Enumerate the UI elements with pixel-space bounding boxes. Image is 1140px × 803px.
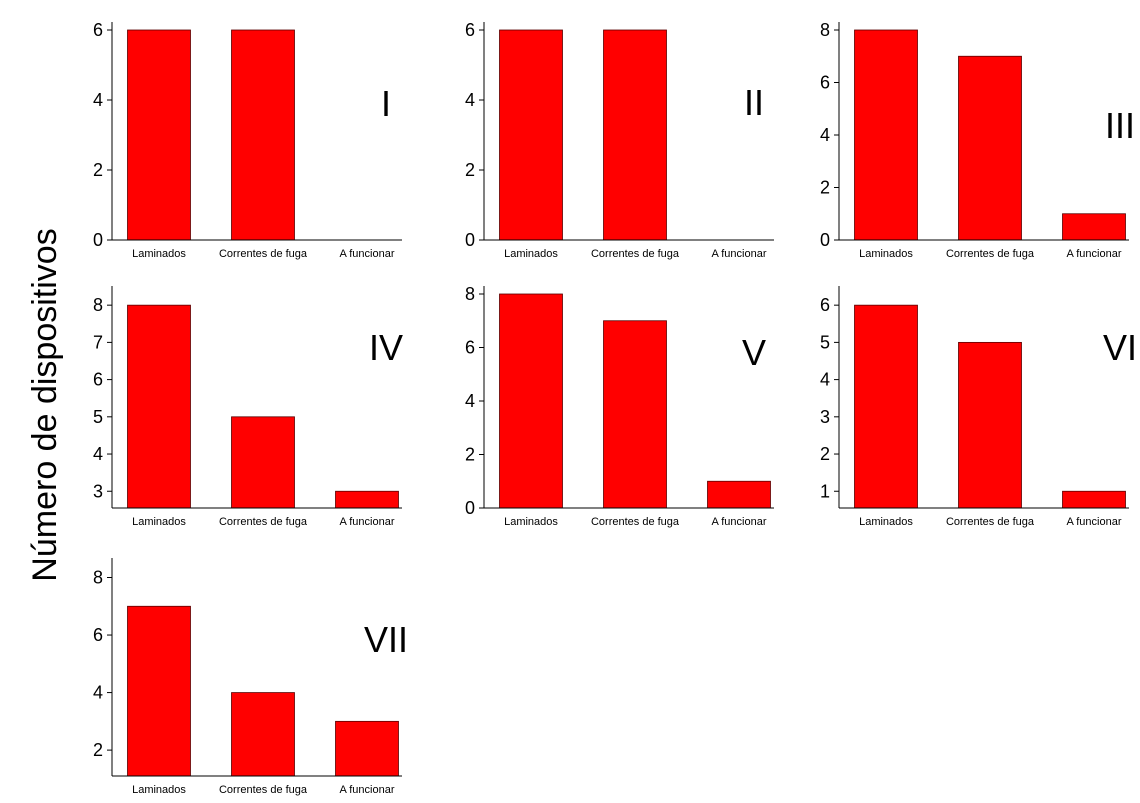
- y-tick-label: 3: [820, 407, 830, 427]
- chart-panel-3: 0 2 4 6 8 Laminados Correntes de fuga A funcion…: [820, 20, 1135, 260]
- chart-panel-6: 1 2 3 4 5 6 Laminados Correntes de fuga A funcio…: [820, 286, 1137, 528]
- y-tick-label: 4: [93, 444, 103, 464]
- y-tick-label: 4: [820, 370, 830, 390]
- x-category-label: Correntes de fuga: [946, 248, 1035, 260]
- panel-label: III: [1105, 105, 1135, 146]
- y-tick-label: 4: [93, 683, 103, 703]
- x-category-label: A funcionar: [339, 784, 394, 796]
- chart-panel-7: 2 4 6 8 Laminados Correntes de fuga A funciona…: [93, 558, 408, 796]
- chart-panels: 0 2 4 6 Laminados Correntes de fuga A funciona…: [93, 20, 1137, 796]
- y-tick-label: 4: [93, 90, 103, 110]
- y-tick-label: 6: [93, 625, 103, 645]
- bar: [336, 721, 399, 776]
- x-category-label: Correntes de fuga: [219, 784, 308, 796]
- y-tick-label: 0: [465, 230, 475, 250]
- x-category-label: Correntes de fuga: [946, 516, 1035, 528]
- bar: [959, 56, 1022, 240]
- chart-panel-4: 3 4 5 6 7 8 Laminados Correntes de fuga A funcio…: [93, 286, 403, 528]
- panel-label: VI: [1103, 327, 1137, 368]
- y-tick-label: 4: [465, 391, 475, 411]
- panel-label: V: [742, 332, 766, 373]
- x-category-label: Correntes de fuga: [219, 248, 308, 260]
- x-category-label: A funcionar: [1066, 248, 1121, 260]
- chart-panel-1: 0 2 4 6 Laminados Correntes de fuga A funciona…: [93, 20, 402, 260]
- bar: [855, 30, 918, 240]
- panel-label: IV: [369, 327, 403, 368]
- y-tick-label: 2: [465, 160, 475, 180]
- x-category-label: Laminados: [132, 516, 186, 528]
- x-category-label: A funcionar: [711, 248, 766, 260]
- y-tick-label: 5: [820, 332, 830, 352]
- bar: [232, 693, 295, 776]
- y-tick-label: 2: [820, 178, 830, 198]
- x-category-label: Correntes de fuga: [219, 516, 308, 528]
- y-tick-label: 3: [93, 481, 103, 501]
- x-category-label: Correntes de fuga: [591, 248, 680, 260]
- y-tick-label: 6: [93, 20, 103, 40]
- x-category-label: A funcionar: [339, 516, 394, 528]
- y-tick-label: 8: [820, 20, 830, 40]
- y-tick-label: 4: [465, 90, 475, 110]
- x-category-label: Laminados: [859, 516, 913, 528]
- x-category-label: A funcionar: [711, 516, 766, 528]
- y-axis-title: Número de dispositivos: [26, 228, 64, 581]
- bar: [128, 30, 191, 240]
- y-tick-label: 6: [93, 370, 103, 390]
- x-category-label: A funcionar: [339, 248, 394, 260]
- chart-panel-2: 0 2 4 6 Laminados Correntes de fuga A funciona…: [465, 20, 774, 260]
- y-tick-label: 8: [93, 568, 103, 588]
- y-tick-label: 0: [465, 498, 475, 518]
- x-category-label: Laminados: [504, 248, 558, 260]
- y-tick-label: 8: [465, 284, 475, 304]
- chart-panel-5: 0 2 4 6 8 Laminados Correntes de fuga A funcion…: [465, 284, 774, 528]
- x-category-label: A funcionar: [1066, 516, 1121, 528]
- x-category-label: Laminados: [132, 784, 186, 796]
- x-category-label: Laminados: [132, 248, 186, 260]
- bar: [959, 342, 1022, 508]
- panel-label: VII: [364, 619, 408, 660]
- y-tick-label: 6: [465, 20, 475, 40]
- panel-label: I: [381, 83, 391, 124]
- y-tick-label: 6: [820, 73, 830, 93]
- bar: [128, 606, 191, 776]
- bar: [855, 305, 918, 508]
- y-tick-label: 0: [820, 230, 830, 250]
- bar: [604, 30, 667, 240]
- x-category-label: Laminados: [859, 248, 913, 260]
- bar: [336, 491, 399, 508]
- bar: [232, 417, 295, 508]
- y-tick-label: 5: [93, 407, 103, 427]
- x-category-label: Laminados: [504, 516, 558, 528]
- bar: [500, 30, 563, 240]
- y-tick-label: 2: [93, 740, 103, 760]
- y-tick-label: 1: [820, 481, 830, 501]
- y-tick-label: 2: [93, 160, 103, 180]
- bar: [232, 30, 295, 240]
- y-tick-label: 0: [93, 230, 103, 250]
- x-category-label: Correntes de fuga: [591, 516, 680, 528]
- bar: [1063, 214, 1126, 240]
- y-tick-label: 2: [820, 444, 830, 464]
- bar: [708, 481, 771, 508]
- y-tick-label: 6: [820, 295, 830, 315]
- bar: [604, 321, 667, 508]
- y-tick-label: 6: [465, 338, 475, 358]
- y-tick-label: 8: [93, 295, 103, 315]
- y-tick-label: 2: [465, 445, 475, 465]
- bar: [1063, 491, 1126, 508]
- y-tick-label: 7: [93, 332, 103, 352]
- panel-label: II: [744, 82, 764, 123]
- bar: [500, 294, 563, 508]
- y-tick-label: 4: [820, 125, 830, 145]
- bar: [128, 305, 191, 508]
